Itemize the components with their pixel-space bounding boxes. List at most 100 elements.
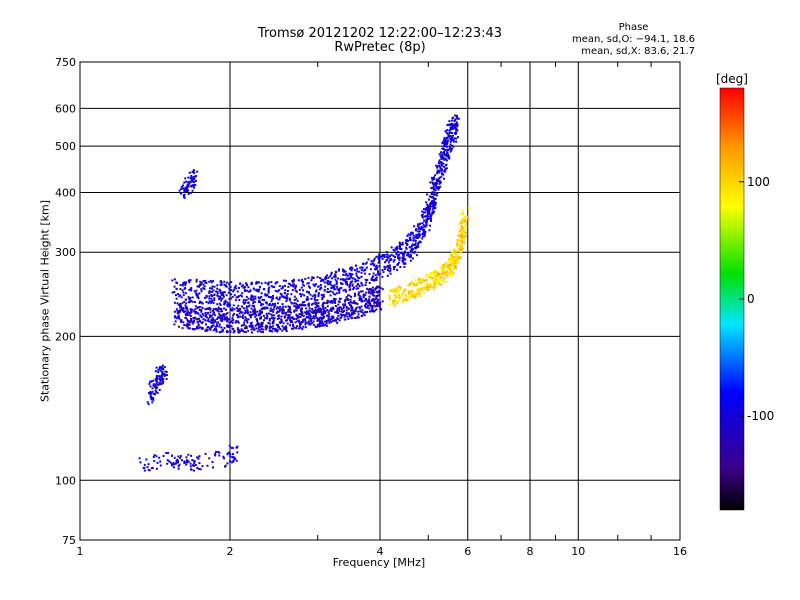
echo-point: [165, 377, 168, 380]
echo-point: [160, 375, 163, 378]
echo-point: [211, 309, 214, 312]
echo-point: [459, 236, 462, 239]
echo-point: [381, 257, 384, 260]
echo-point: [444, 145, 447, 148]
echo-point: [457, 117, 460, 120]
echo-point: [452, 127, 455, 130]
colorbar-tick-label: 0: [747, 292, 755, 306]
echo-point: [383, 254, 386, 257]
echo-point: [455, 114, 458, 117]
echo-point: [362, 293, 365, 296]
echo-point: [450, 136, 453, 139]
echo-point: [375, 255, 378, 258]
echo-point: [414, 296, 417, 299]
echo-point: [200, 309, 203, 312]
data-layer: [138, 114, 471, 472]
echo-point: [407, 284, 410, 287]
echo-point: [451, 253, 454, 256]
echo-point: [202, 280, 205, 283]
echo-point: [265, 294, 268, 297]
echo-point: [322, 310, 325, 313]
echo-point: [196, 296, 199, 299]
echo-point: [172, 461, 175, 464]
echo-point: [453, 248, 456, 251]
echo-point: [371, 286, 374, 289]
echo-point: [301, 293, 304, 296]
trace-sporadic-high-echo: [178, 169, 199, 199]
echo-point: [355, 274, 358, 277]
echo-point: [270, 304, 273, 307]
echo-point: [440, 151, 443, 154]
echo-point: [451, 147, 454, 150]
echo-point: [192, 169, 195, 172]
echo-point: [352, 301, 355, 304]
echo-point: [448, 258, 451, 261]
echo-point: [158, 367, 161, 370]
echo-point: [412, 243, 415, 246]
echo-point: [188, 281, 191, 284]
echo-point: [286, 293, 289, 296]
echo-point: [281, 325, 284, 328]
echo-point: [267, 291, 270, 294]
echo-point: [462, 227, 465, 230]
echo-point: [408, 255, 411, 258]
echo-point: [192, 317, 195, 320]
echo-point: [204, 315, 207, 318]
echo-point: [281, 311, 284, 314]
echo-point: [208, 280, 211, 283]
echo-point: [428, 229, 431, 232]
echo-point: [198, 455, 201, 458]
echo-point: [159, 460, 162, 463]
echo-point: [404, 288, 407, 291]
echo-point: [353, 312, 356, 315]
echo-point: [230, 289, 233, 292]
echo-point: [187, 311, 190, 314]
echo-point: [314, 315, 317, 318]
echo-point: [181, 327, 184, 330]
echo-point: [243, 288, 246, 291]
echo-point: [214, 314, 217, 317]
echo-point: [269, 330, 272, 333]
echo-point: [304, 318, 307, 321]
echo-point: [189, 288, 192, 291]
echo-point: [442, 263, 445, 266]
phase-info-heading: Phase: [618, 22, 649, 33]
echo-point: [337, 269, 340, 272]
echo-point: [213, 285, 216, 288]
echo-point: [463, 216, 466, 219]
echo-point: [245, 282, 248, 285]
echo-point: [434, 189, 437, 192]
echo-point: [423, 233, 426, 236]
echo-point: [450, 269, 453, 272]
echo-point: [184, 292, 187, 295]
echo-point: [178, 295, 181, 298]
echo-point: [172, 463, 175, 466]
echo-point: [326, 314, 329, 317]
echo-point: [344, 289, 347, 292]
echo-point: [266, 325, 269, 328]
echo-point: [376, 291, 379, 294]
echo-point: [243, 289, 246, 292]
echo-point: [196, 285, 199, 288]
echo-point: [191, 308, 194, 311]
echo-point: [463, 215, 466, 218]
echo-point: [303, 301, 306, 304]
echo-point: [176, 302, 179, 305]
echo-point: [353, 292, 356, 295]
echo-point: [337, 312, 340, 315]
echo-point: [443, 149, 446, 152]
echo-point: [412, 282, 415, 285]
y-tick-label: 600: [55, 102, 76, 115]
echo-point: [157, 375, 160, 378]
echo-point: [451, 138, 454, 141]
echo-point: [433, 202, 436, 205]
echo-point: [377, 255, 380, 258]
echo-point: [190, 320, 193, 323]
echo-point: [414, 247, 417, 250]
echo-point: [153, 392, 156, 395]
echo-point: [168, 460, 171, 463]
echo-point: [447, 266, 450, 269]
y-tick-label: 75: [62, 534, 76, 547]
echo-point: [372, 259, 375, 262]
echo-point: [189, 320, 192, 323]
